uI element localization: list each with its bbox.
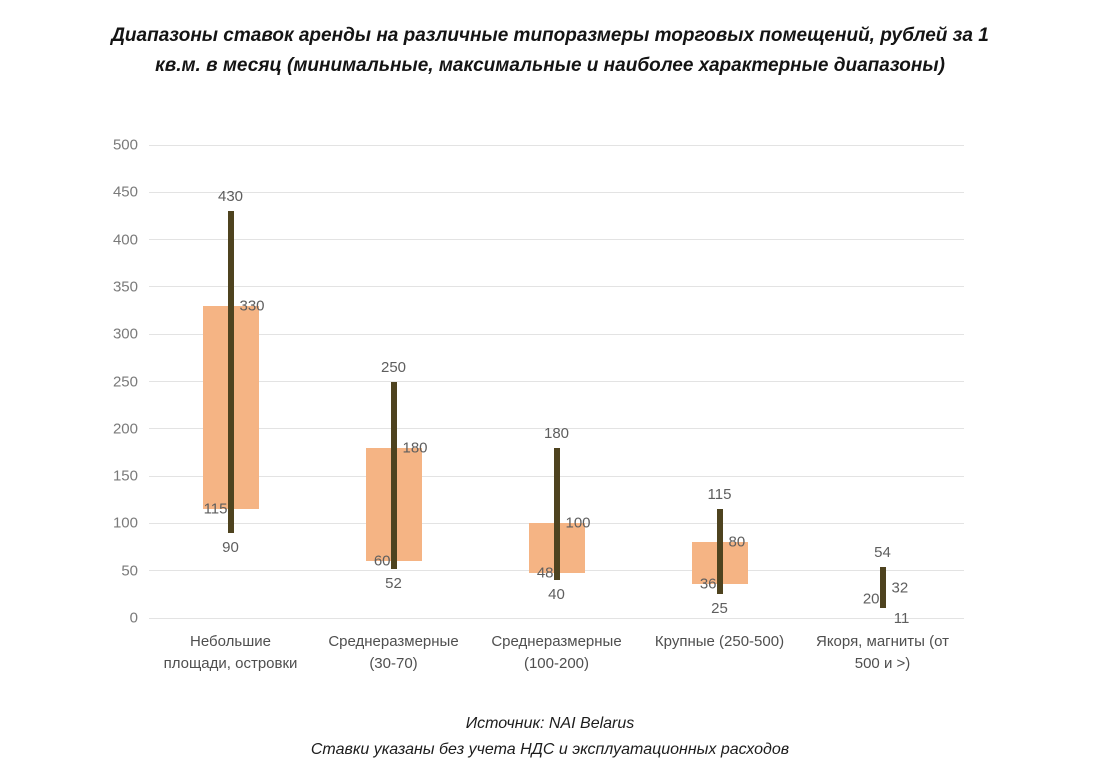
minmax-line [390, 381, 397, 569]
typical-high-label: 80 [728, 533, 746, 551]
max-value-label: 430 [217, 188, 244, 206]
typical-high-label: 330 [239, 297, 265, 315]
source-note: Источник: NAI Belarus [465, 715, 635, 732]
category-label: Среднеразмерные (100-200) [491, 633, 622, 672]
chart-title-line2: кв.м. в месяц (минимальные, максимальные… [155, 55, 945, 76]
category-label: Среднеразмерные (30-70) [328, 633, 459, 672]
gridline [149, 381, 964, 382]
y-tick-label: 200 [112, 420, 138, 438]
y-tick-label: 300 [112, 325, 138, 343]
max-value-label: 250 [380, 358, 407, 376]
typical-high-label: 180 [402, 439, 428, 457]
y-tick-label: 500 [112, 136, 138, 154]
y-tick-label: 100 [112, 514, 138, 532]
category-label: Крупные (250-500) [654, 633, 785, 650]
typical-low-label: 20 [862, 590, 880, 608]
vat-note: Ставки указаны без учета НДС и эксплуата… [310, 741, 790, 758]
gridline [149, 333, 964, 335]
gridline [149, 239, 964, 241]
typical-low-label: 115 [203, 500, 228, 518]
gridline [149, 191, 964, 193]
gridline [149, 428, 964, 430]
gridline [149, 144, 964, 146]
typical-low-label: 36 [699, 575, 717, 593]
minmax-line [716, 509, 723, 595]
chart-title: Диапазоны ставок аренды на различные тип… [0, 21, 1100, 81]
gridline [149, 286, 964, 288]
y-tick-label: 0 [129, 609, 138, 627]
max-value-label: 180 [543, 424, 570, 442]
chart-title-line1: Диапазоны ставок аренды на различные тип… [111, 25, 989, 46]
min-value-label: 40 [548, 586, 565, 604]
chart-footer: Источник: NAI Belarus Ставки указаны без… [0, 711, 1100, 763]
y-tick-label: 400 [112, 231, 138, 249]
minmax-line [879, 566, 886, 608]
y-tick-label: 450 [112, 183, 138, 201]
min-value-label: 90 [222, 538, 239, 556]
minmax-line [553, 447, 560, 581]
typical-low-label: 60 [373, 552, 391, 570]
y-tick-label: 350 [112, 278, 138, 296]
gridline [149, 617, 964, 619]
typical-low-label: 48 [536, 564, 554, 582]
min-value-label: 11 [893, 609, 910, 627]
max-value-label: 115 [707, 486, 732, 504]
min-value-label: 52 [385, 574, 402, 592]
max-value-label: 54 [874, 543, 891, 561]
typical-high-label: 32 [891, 579, 909, 597]
category-label: Небольшие площади, островки [163, 633, 298, 672]
min-value-label: 25 [711, 600, 728, 618]
category-label: Якоря, магниты (от 500 и >) [815, 633, 950, 672]
y-tick-label: 50 [121, 562, 138, 580]
minmax-line [227, 211, 234, 533]
typical-high-label: 100 [565, 514, 591, 532]
y-tick-label: 150 [112, 467, 138, 485]
y-tick-label: 250 [112, 373, 138, 390]
